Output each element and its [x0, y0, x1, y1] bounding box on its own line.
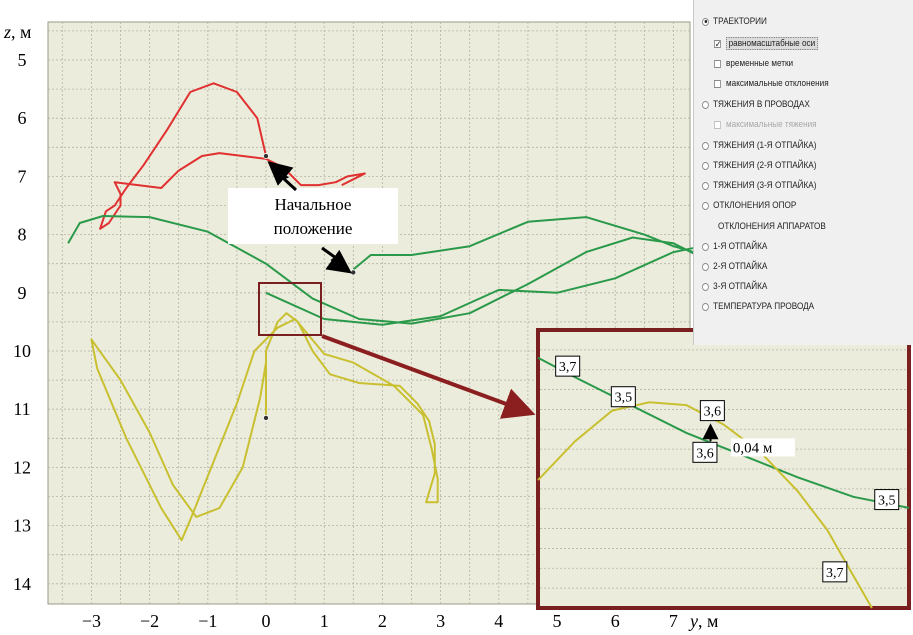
option-9[interactable]: ТЯЖЕНИЯ (3-Я ОТПАЙКА): [702, 180, 816, 191]
z-axis-label: z, м: [3, 22, 31, 42]
option-7[interactable]: ТЯЖЕНИЯ (1-Я ОТПАЙКА): [702, 140, 816, 151]
option-13[interactable]: 2-Я ОТПАЙКА: [702, 261, 767, 272]
trajectory-line-1: [99, 82, 366, 230]
z-tick-label: 10: [13, 341, 31, 361]
option-label: ТРАЕКТОРИИ: [713, 16, 767, 27]
option-label: ТЯЖЕНИЯ В ПРОВОДАХ: [713, 99, 810, 110]
z-tick-label: 11: [13, 399, 30, 419]
z-tick-label: 13: [13, 516, 31, 536]
y-tick-label: 7: [669, 611, 678, 631]
checkbox[interactable]: [714, 59, 721, 68]
start-annotation-line1: Начальное: [275, 195, 352, 214]
option-label: ОТКЛОНЕНИЯ ОПОР: [713, 200, 797, 211]
inset-measure-text: 0,04 м: [733, 440, 773, 456]
option-label: ОТКЛОНЕНИЯ АППАРАТОВ: [718, 221, 826, 232]
y-tick-label: 4: [494, 611, 503, 631]
inset-time-label-box: [699, 400, 725, 422]
checkbox[interactable]: [714, 79, 721, 88]
y-tick-label: −2: [140, 611, 159, 631]
inset-time-label: 3,7: [559, 360, 577, 375]
inset-time-label: 3,7: [826, 566, 844, 581]
trajectory-line-3: [265, 245, 703, 326]
inset-time-label: 3,6: [704, 405, 722, 420]
z-tick-label: 6: [18, 108, 27, 128]
inset-time-label: 3,5: [878, 494, 896, 509]
inset-time-label: 3,6: [696, 446, 714, 461]
y-tick-label: 2: [378, 611, 387, 631]
option-14[interactable]: 3-Я ОТПАЙКА: [702, 281, 767, 292]
options-panel: ТРАЕКТОРИИ ✓ равномасштабные оси временные …: [693, 0, 913, 345]
radio-button[interactable]: [702, 201, 709, 210]
radio-button[interactable]: [702, 100, 709, 109]
option-label: максимальные отклонения: [726, 78, 829, 89]
start-marker-3: [262, 414, 269, 421]
start-marker-2: [350, 269, 357, 276]
option-1[interactable]: ТРАЕКТОРИИ: [702, 16, 767, 27]
start-annotation-box: [228, 188, 398, 244]
option-5[interactable]: ТЯЖЕНИЯ В ПРОВОДАХ: [702, 99, 810, 110]
zoom-arrow: [321, 334, 536, 419]
z-tick-label: 12: [13, 457, 31, 477]
start-arrow-green: [321, 246, 352, 274]
option-3[interactable]: временные метки: [714, 58, 793, 69]
inset-time-label-box: [822, 561, 848, 583]
option-label: равномасштабные оси: [726, 37, 818, 50]
option-label: 1-Я ОТПАЙКА: [713, 241, 768, 252]
z-tick-label: 5: [18, 50, 27, 70]
radio-button[interactable]: [702, 282, 709, 291]
option-label: 2-Я ОТПАЙКА: [713, 261, 768, 272]
inset-time-label-box: [692, 441, 718, 463]
option-label: ТЯЖЕНИЯ (3-Я ОТПАЙКА): [713, 180, 817, 191]
inset-time-label: 3,5: [615, 391, 633, 406]
zoom-region: [258, 282, 322, 336]
y-tick-label: 1: [320, 611, 329, 631]
radio-button[interactable]: [702, 181, 709, 190]
option-10[interactable]: ОТКЛОНЕНИЯ ОПОР: [702, 200, 796, 211]
radio-button[interactable]: [702, 161, 709, 170]
radio-button[interactable]: [702, 242, 709, 251]
inset-time-label-box: [874, 489, 900, 511]
inset-yellow-line: [537, 401, 873, 609]
option-label: временные метки: [726, 58, 794, 69]
y-tick-label: 3: [436, 611, 445, 631]
y-tick-label: 6: [611, 611, 620, 631]
trajectory-line-4: [90, 312, 439, 542]
checkbox[interactable]: ✓: [714, 38, 722, 49]
option-label: ТЯЖЕНИЯ (1-Я ОТПАЙКА): [713, 140, 817, 151]
option-8[interactable]: ТЯЖЕНИЯ (2-Я ОТПАЙКА): [702, 160, 816, 171]
zoom-inset: 3,7 3,5 3,6 3,6 3,5 3,7 0,04 м: [536, 328, 911, 610]
option-11: ОТКЛОНЕНИЯ АППАРАТОВ: [718, 221, 826, 232]
start-arrow-red: [267, 161, 298, 192]
option-label: ТЯЖЕНИЯ (2-Я ОТПАЙКА): [713, 160, 817, 171]
start-marker-1: [262, 153, 269, 160]
option-2[interactable]: ✓ равномасштабные оси: [714, 37, 818, 50]
z-tick-label: 7: [18, 166, 27, 186]
y-tick-label: 0: [262, 611, 271, 631]
y-tick-label: −3: [82, 611, 101, 631]
radio-button[interactable]: [702, 262, 709, 271]
inset-time-label-box: [555, 355, 581, 377]
radio-button[interactable]: [702, 17, 709, 26]
z-tick-label: 14: [13, 574, 31, 594]
option-label: максимальные тяжения: [726, 119, 817, 130]
option-4[interactable]: максимальные отклонения: [714, 78, 829, 89]
radio-button[interactable]: [702, 141, 709, 150]
radio-button[interactable]: [702, 302, 709, 311]
option-12[interactable]: 1-Я ОТПАЙКА: [702, 241, 767, 252]
inset-time-label-box: [610, 386, 636, 408]
start-annotation-line2: положение: [274, 219, 353, 238]
y-axis-label: y, м: [688, 611, 718, 631]
z-tick-label: 9: [18, 283, 27, 303]
inset-measure-box: [730, 438, 795, 457]
z-tick-label: 8: [18, 225, 27, 245]
option-15[interactable]: ТЕМПЕРАТУРА ПРОВОДА: [702, 301, 814, 312]
option-label: ТЕМПЕРАТУРА ПРОВОДА: [713, 301, 815, 312]
y-tick-label: 5: [553, 611, 562, 631]
trajectory-line-2: [67, 215, 710, 325]
y-tick-label: −1: [198, 611, 217, 631]
checkbox[interactable]: [714, 120, 721, 129]
option-6[interactable]: максимальные тяжения: [714, 119, 817, 130]
option-label: 3-Я ОТПАЙКА: [713, 281, 768, 292]
